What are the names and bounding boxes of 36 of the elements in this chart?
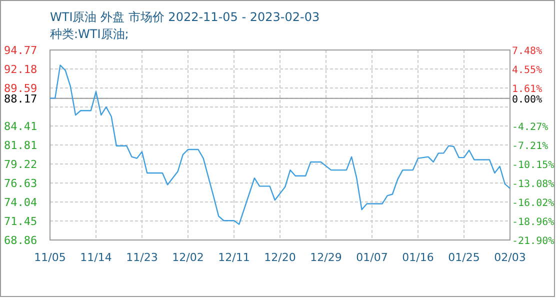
y2-tick-label: -16.02%: [512, 198, 554, 209]
y-tick-label: 74.04: [4, 196, 38, 210]
x-tick-label: 02/03: [494, 251, 526, 264]
y2-tick-label: -7.21%: [512, 141, 548, 152]
y-tick-label: 94.77: [4, 44, 38, 57]
y-tick-label: 92.18: [4, 62, 38, 76]
y2-tick-label: 7.48%: [512, 46, 542, 57]
y2-tick-label: -10.15%: [512, 160, 554, 172]
y2-tick-label: -4.27%: [512, 122, 548, 133]
y-tick-label: 88.17: [4, 92, 38, 106]
chart-subtitle: 种类:WTI原油;: [50, 27, 129, 41]
x-tick-label: 12/29: [310, 251, 342, 264]
y2-tick-label: -21.90%: [512, 236, 554, 247]
y-tick-label: 68.86: [4, 234, 38, 247]
y2-tick-label: 4.55%: [512, 64, 542, 76]
y-tick-label: 76.63: [4, 177, 38, 190]
x-tick-label: 12/11: [218, 251, 250, 264]
x-tick-label: 11/23: [126, 251, 158, 264]
x-tick-label: 01/07: [356, 251, 388, 264]
chart-title: WTI原油 外盘 市场价 2022-11-05 - 2023-02-03: [50, 10, 320, 24]
y2-tick-label: -18.96%: [512, 216, 554, 228]
y-tick-label: 89.59: [4, 82, 38, 95]
y-tick-label: 84.41: [4, 120, 38, 133]
x-tick-label: 12/02: [172, 251, 204, 264]
y-tick-label: 79.22: [4, 158, 38, 172]
x-tick-label: 11/05: [34, 251, 66, 264]
y-tick-label: 71.45: [4, 215, 38, 228]
y-tick-label: 81.81: [4, 139, 38, 152]
y2-tick-label: -13.08%: [512, 178, 554, 190]
y2-tick-label: 0.00%: [512, 94, 542, 106]
x-tick-label: 01/16: [402, 251, 434, 264]
x-tick-label: 11/14: [80, 251, 112, 264]
line-series: [49, 64, 511, 225]
y2-tick-label: 1.61%: [512, 84, 542, 95]
x-tick-label: 01/25: [448, 251, 480, 264]
x-tick-label: 12/20: [264, 251, 296, 264]
